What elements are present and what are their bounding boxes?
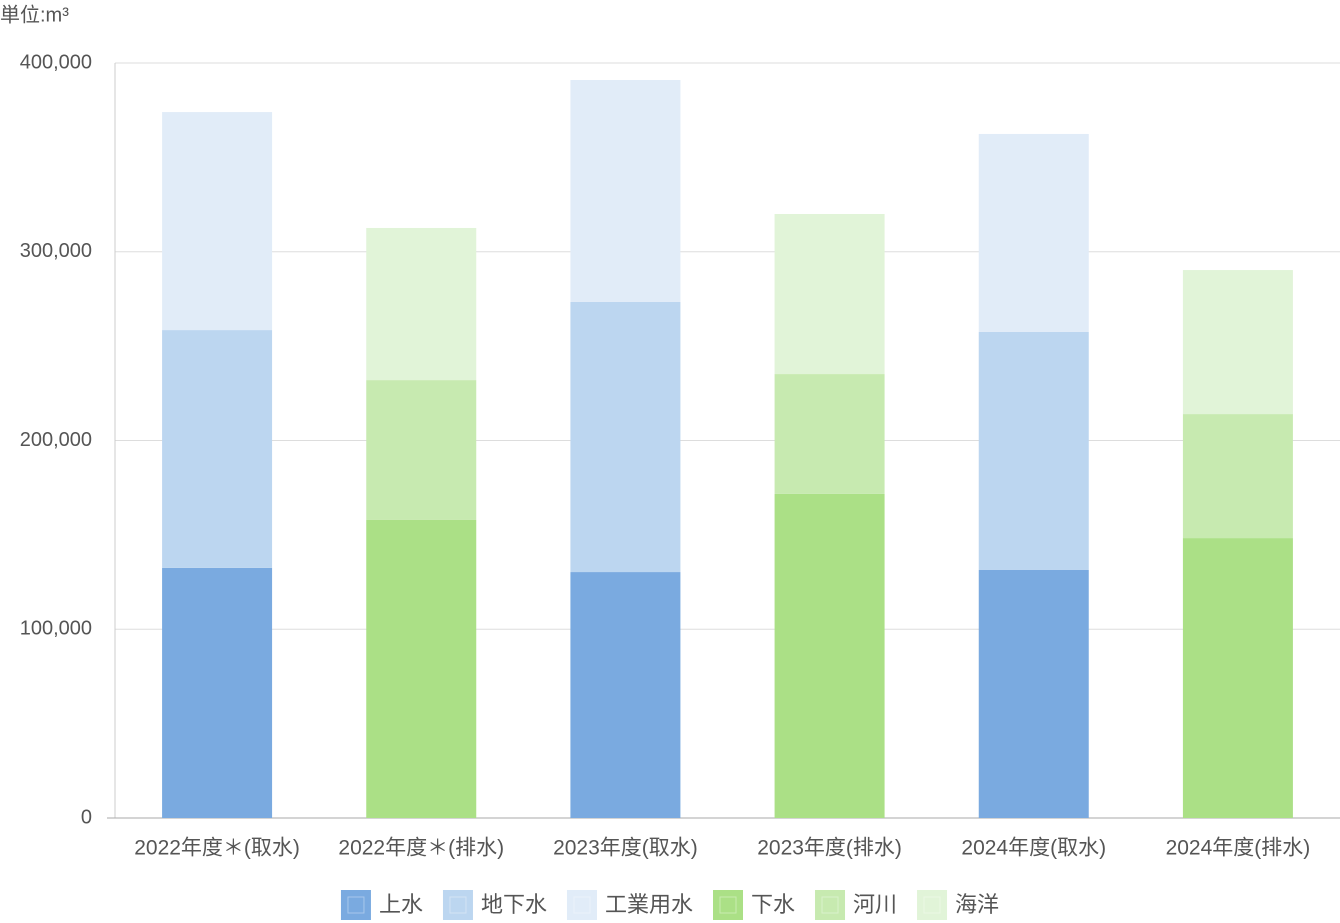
- bar-segment: [774, 374, 885, 494]
- x-tick-label: 2024年度(排水): [1166, 837, 1311, 860]
- legend: 上水 地下水 工業用水 下水 河川 海洋: [340, 890, 999, 920]
- legend-label: 河川: [853, 892, 897, 917]
- bar-segment: [1182, 538, 1293, 818]
- legend-swatch-inner: [347, 896, 365, 914]
- bar-segment: [1182, 270, 1293, 415]
- y-tick-label: 200,000: [20, 429, 92, 451]
- legend-swatch-inner: [821, 896, 839, 914]
- legend-swatch-inner: [923, 896, 941, 914]
- legend-label: 工業用水: [605, 892, 693, 917]
- legend-swatch-inner: [573, 896, 591, 914]
- legend-swatch-inner: [719, 896, 737, 914]
- bar-segment: [162, 330, 273, 568]
- bar-segment: [366, 519, 477, 818]
- bar-segment: [366, 227, 477, 381]
- bar-segment: [570, 301, 681, 573]
- x-tick-label: 2022年度＊(取水): [134, 837, 300, 860]
- x-tick-label: 2023年度(取水): [553, 837, 698, 860]
- unit-label: 単位:m³: [0, 3, 69, 26]
- bar-segment: [1182, 414, 1293, 539]
- legend-swatch-inner: [449, 896, 467, 914]
- y-tick-label: 0: [81, 806, 92, 828]
- bar-segment: [162, 567, 273, 818]
- bar-segment: [978, 331, 1089, 570]
- legend-label: 上水: [379, 892, 423, 917]
- bar-segment: [366, 380, 477, 520]
- bar-segment: [570, 79, 681, 302]
- x-tick-label: 2024年度(取水): [961, 837, 1106, 860]
- bar-segment: [570, 572, 681, 818]
- x-tick-label: 2023年度(排水): [757, 837, 902, 860]
- legend-label: 地下水: [481, 892, 547, 917]
- x-tick-label: 2022年度＊(排水): [338, 837, 504, 860]
- legend-label: 海洋: [955, 892, 999, 917]
- bar-segment: [978, 133, 1089, 332]
- bar-segment: [978, 569, 1089, 818]
- y-tick-label: 300,000: [20, 240, 92, 262]
- y-tick-label: 100,000: [20, 618, 92, 640]
- y-tick-label: 400,000: [20, 51, 92, 73]
- legend-label: 下水: [751, 892, 795, 917]
- bar-segment: [774, 214, 885, 375]
- bar-segment: [774, 493, 885, 818]
- bar-segment: [162, 112, 273, 331]
